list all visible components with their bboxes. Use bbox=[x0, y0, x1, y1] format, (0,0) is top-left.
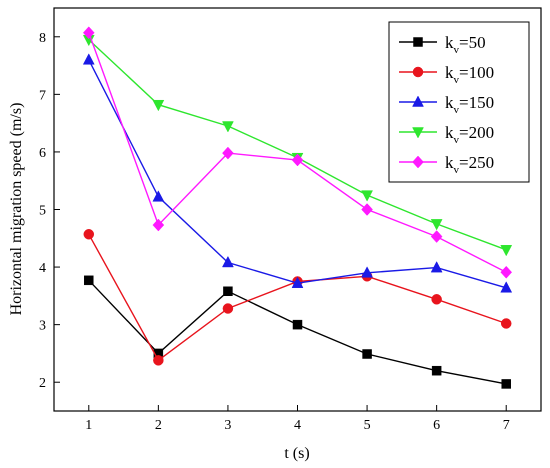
data-point bbox=[431, 294, 442, 305]
legend-entry: kv=250 bbox=[399, 153, 494, 176]
legend-entry: kv=150 bbox=[399, 93, 494, 116]
data-point bbox=[83, 229, 95, 240]
data-point bbox=[82, 26, 95, 40]
data-point bbox=[152, 99, 165, 112]
legend-marker bbox=[412, 127, 424, 139]
legend-marker bbox=[412, 66, 424, 78]
legend-label: kv=100 bbox=[445, 63, 494, 86]
legend-label: kv=250 bbox=[445, 153, 494, 176]
y-tick-label: 7 bbox=[39, 88, 46, 103]
x-tick-label: 5 bbox=[364, 418, 371, 433]
data-point bbox=[361, 190, 373, 202]
y-tick-label: 5 bbox=[39, 204, 46, 219]
legend-entry: kv=100 bbox=[399, 63, 494, 86]
legend: kv=50 kv=100 kv=150 kv=200 kv=250 bbox=[388, 21, 530, 183]
data-point bbox=[152, 190, 165, 202]
data-point bbox=[361, 203, 373, 216]
data-point bbox=[430, 230, 443, 243]
axis-ticks: 1 2 3 4 5 6 7 2 3 4 5 6 7 8 bbox=[39, 31, 510, 433]
y-tick-label: 3 bbox=[39, 319, 46, 334]
data-point bbox=[291, 153, 304, 167]
legend-entry: kv=50 bbox=[399, 33, 486, 56]
data-point bbox=[431, 365, 442, 376]
x-axis-title: t (s) bbox=[284, 445, 309, 462]
data-point bbox=[362, 349, 372, 359]
x-tick-label: 7 bbox=[503, 418, 510, 433]
data-point bbox=[82, 53, 95, 65]
y-axis-title: Horizontal migration speed (m/s) bbox=[8, 103, 25, 316]
x-tick-label: 1 bbox=[85, 418, 92, 433]
y-tick-label: 6 bbox=[39, 146, 46, 161]
y-tick-label: 2 bbox=[39, 376, 46, 391]
data-point bbox=[500, 318, 512, 329]
data-point bbox=[501, 379, 511, 389]
legend-entry: kv=200 bbox=[399, 123, 494, 146]
y-tick-label: 8 bbox=[39, 31, 46, 46]
data-point bbox=[500, 281, 513, 293]
x-tick-label: 6 bbox=[433, 418, 440, 433]
data-point bbox=[222, 146, 234, 160]
series-1 bbox=[84, 275, 511, 389]
series-5 bbox=[82, 26, 513, 279]
data-point bbox=[361, 266, 373, 278]
data-point bbox=[291, 276, 304, 288]
data-point bbox=[84, 275, 94, 286]
data-point bbox=[223, 286, 233, 297]
x-tick-label: 2 bbox=[155, 418, 162, 433]
data-point bbox=[152, 218, 165, 232]
legend-label: kv=200 bbox=[445, 123, 494, 146]
data-point bbox=[153, 355, 164, 366]
data-point bbox=[430, 219, 443, 231]
x-tick-label: 3 bbox=[224, 418, 231, 433]
data-point bbox=[500, 245, 513, 257]
data-point bbox=[222, 121, 234, 133]
legend-marker bbox=[413, 37, 423, 47]
y-tick-label: 4 bbox=[39, 261, 46, 276]
legend-marker bbox=[412, 95, 424, 107]
legend-marker bbox=[412, 155, 424, 169]
legend-label: kv=150 bbox=[445, 93, 494, 116]
legend-label: kv=50 bbox=[445, 33, 486, 56]
data-point bbox=[292, 319, 303, 330]
series-layer bbox=[82, 26, 513, 389]
data-point bbox=[500, 265, 513, 279]
series-3 bbox=[82, 53, 513, 293]
data-point bbox=[222, 303, 234, 314]
data-point bbox=[430, 261, 443, 273]
x-tick-label: 4 bbox=[294, 418, 301, 433]
data-point bbox=[222, 255, 234, 268]
